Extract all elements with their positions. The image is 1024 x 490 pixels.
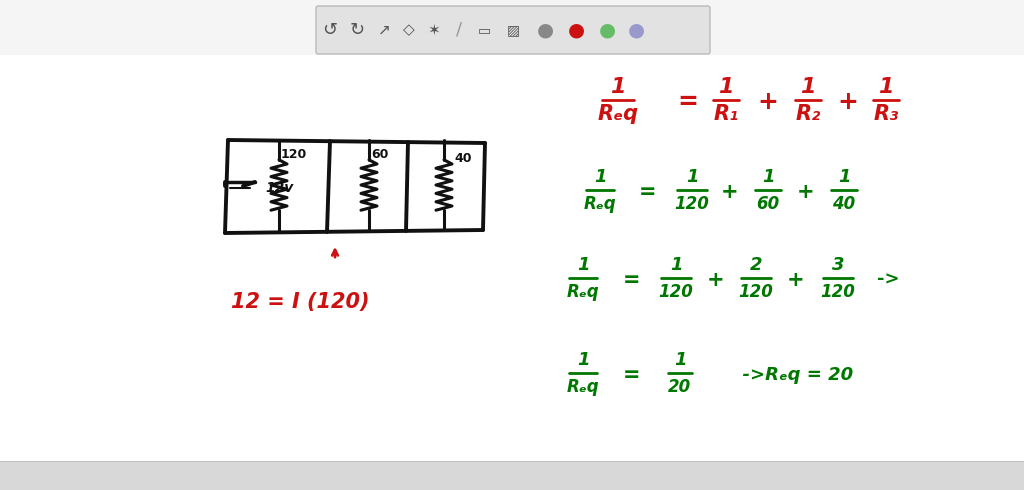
Text: Rₑq: Rₑq [566,283,599,301]
Text: 2: 2 [750,256,762,274]
Text: 1: 1 [670,256,682,274]
Text: ●: ● [628,21,644,40]
Text: +: + [721,182,738,202]
Text: 1: 1 [800,77,816,97]
Text: ->Rₑq = 20: ->Rₑq = 20 [730,366,853,384]
Text: 12v: 12v [265,181,293,195]
Text: R₁: R₁ [714,104,738,124]
Text: 1: 1 [610,77,626,97]
Text: ->: -> [877,271,899,289]
Text: 1: 1 [838,168,850,186]
Text: R₃: R₃ [873,104,899,124]
Text: =: = [678,90,698,114]
Text: 12 = I (120): 12 = I (120) [230,292,370,312]
Text: ◇: ◇ [403,23,415,38]
Text: /: / [456,21,462,39]
Text: 20: 20 [669,378,691,396]
Text: 1: 1 [577,351,589,369]
Text: ✶: ✶ [428,23,440,38]
Text: 120: 120 [738,283,773,301]
Text: R₂: R₂ [796,104,820,124]
Text: =: = [639,182,656,202]
Text: ●: ● [598,21,615,40]
Text: +: + [787,270,805,290]
Text: 1: 1 [879,77,894,97]
Text: 60: 60 [371,147,388,161]
Text: +: + [838,90,858,114]
Text: ↗: ↗ [378,23,390,38]
Text: Rₑq: Rₑq [597,104,639,124]
Text: +: + [798,182,815,202]
Text: 60: 60 [757,195,779,213]
Text: ●: ● [567,21,585,40]
Text: 1: 1 [577,256,589,274]
Text: Rₑq: Rₑq [566,378,599,396]
Text: ▭: ▭ [477,23,490,37]
Text: 1: 1 [762,168,774,186]
Text: 3: 3 [831,256,844,274]
Text: 120: 120 [281,147,307,161]
Text: =: = [624,365,641,385]
Text: =: = [624,270,641,290]
Text: 1: 1 [674,351,686,369]
Text: 40: 40 [833,195,856,213]
Text: +: + [758,90,778,114]
Text: 120: 120 [820,283,855,301]
Bar [0,462,1024,490]
Text: 120: 120 [658,283,693,301]
Text: 1: 1 [686,168,698,186]
Text: Rₑq: Rₑq [584,195,616,213]
Text: ↺: ↺ [323,21,338,39]
Text: ●: ● [537,21,554,40]
Text: 40: 40 [454,151,471,165]
Text: ↻: ↻ [349,21,365,39]
Text: 120: 120 [675,195,710,213]
Bar [0,55,1024,470]
Text: +: + [708,270,725,290]
Text: ▨: ▨ [507,23,519,37]
FancyBboxPatch shape [316,6,710,54]
Text: 1: 1 [718,77,734,97]
Text: 1: 1 [594,168,606,186]
